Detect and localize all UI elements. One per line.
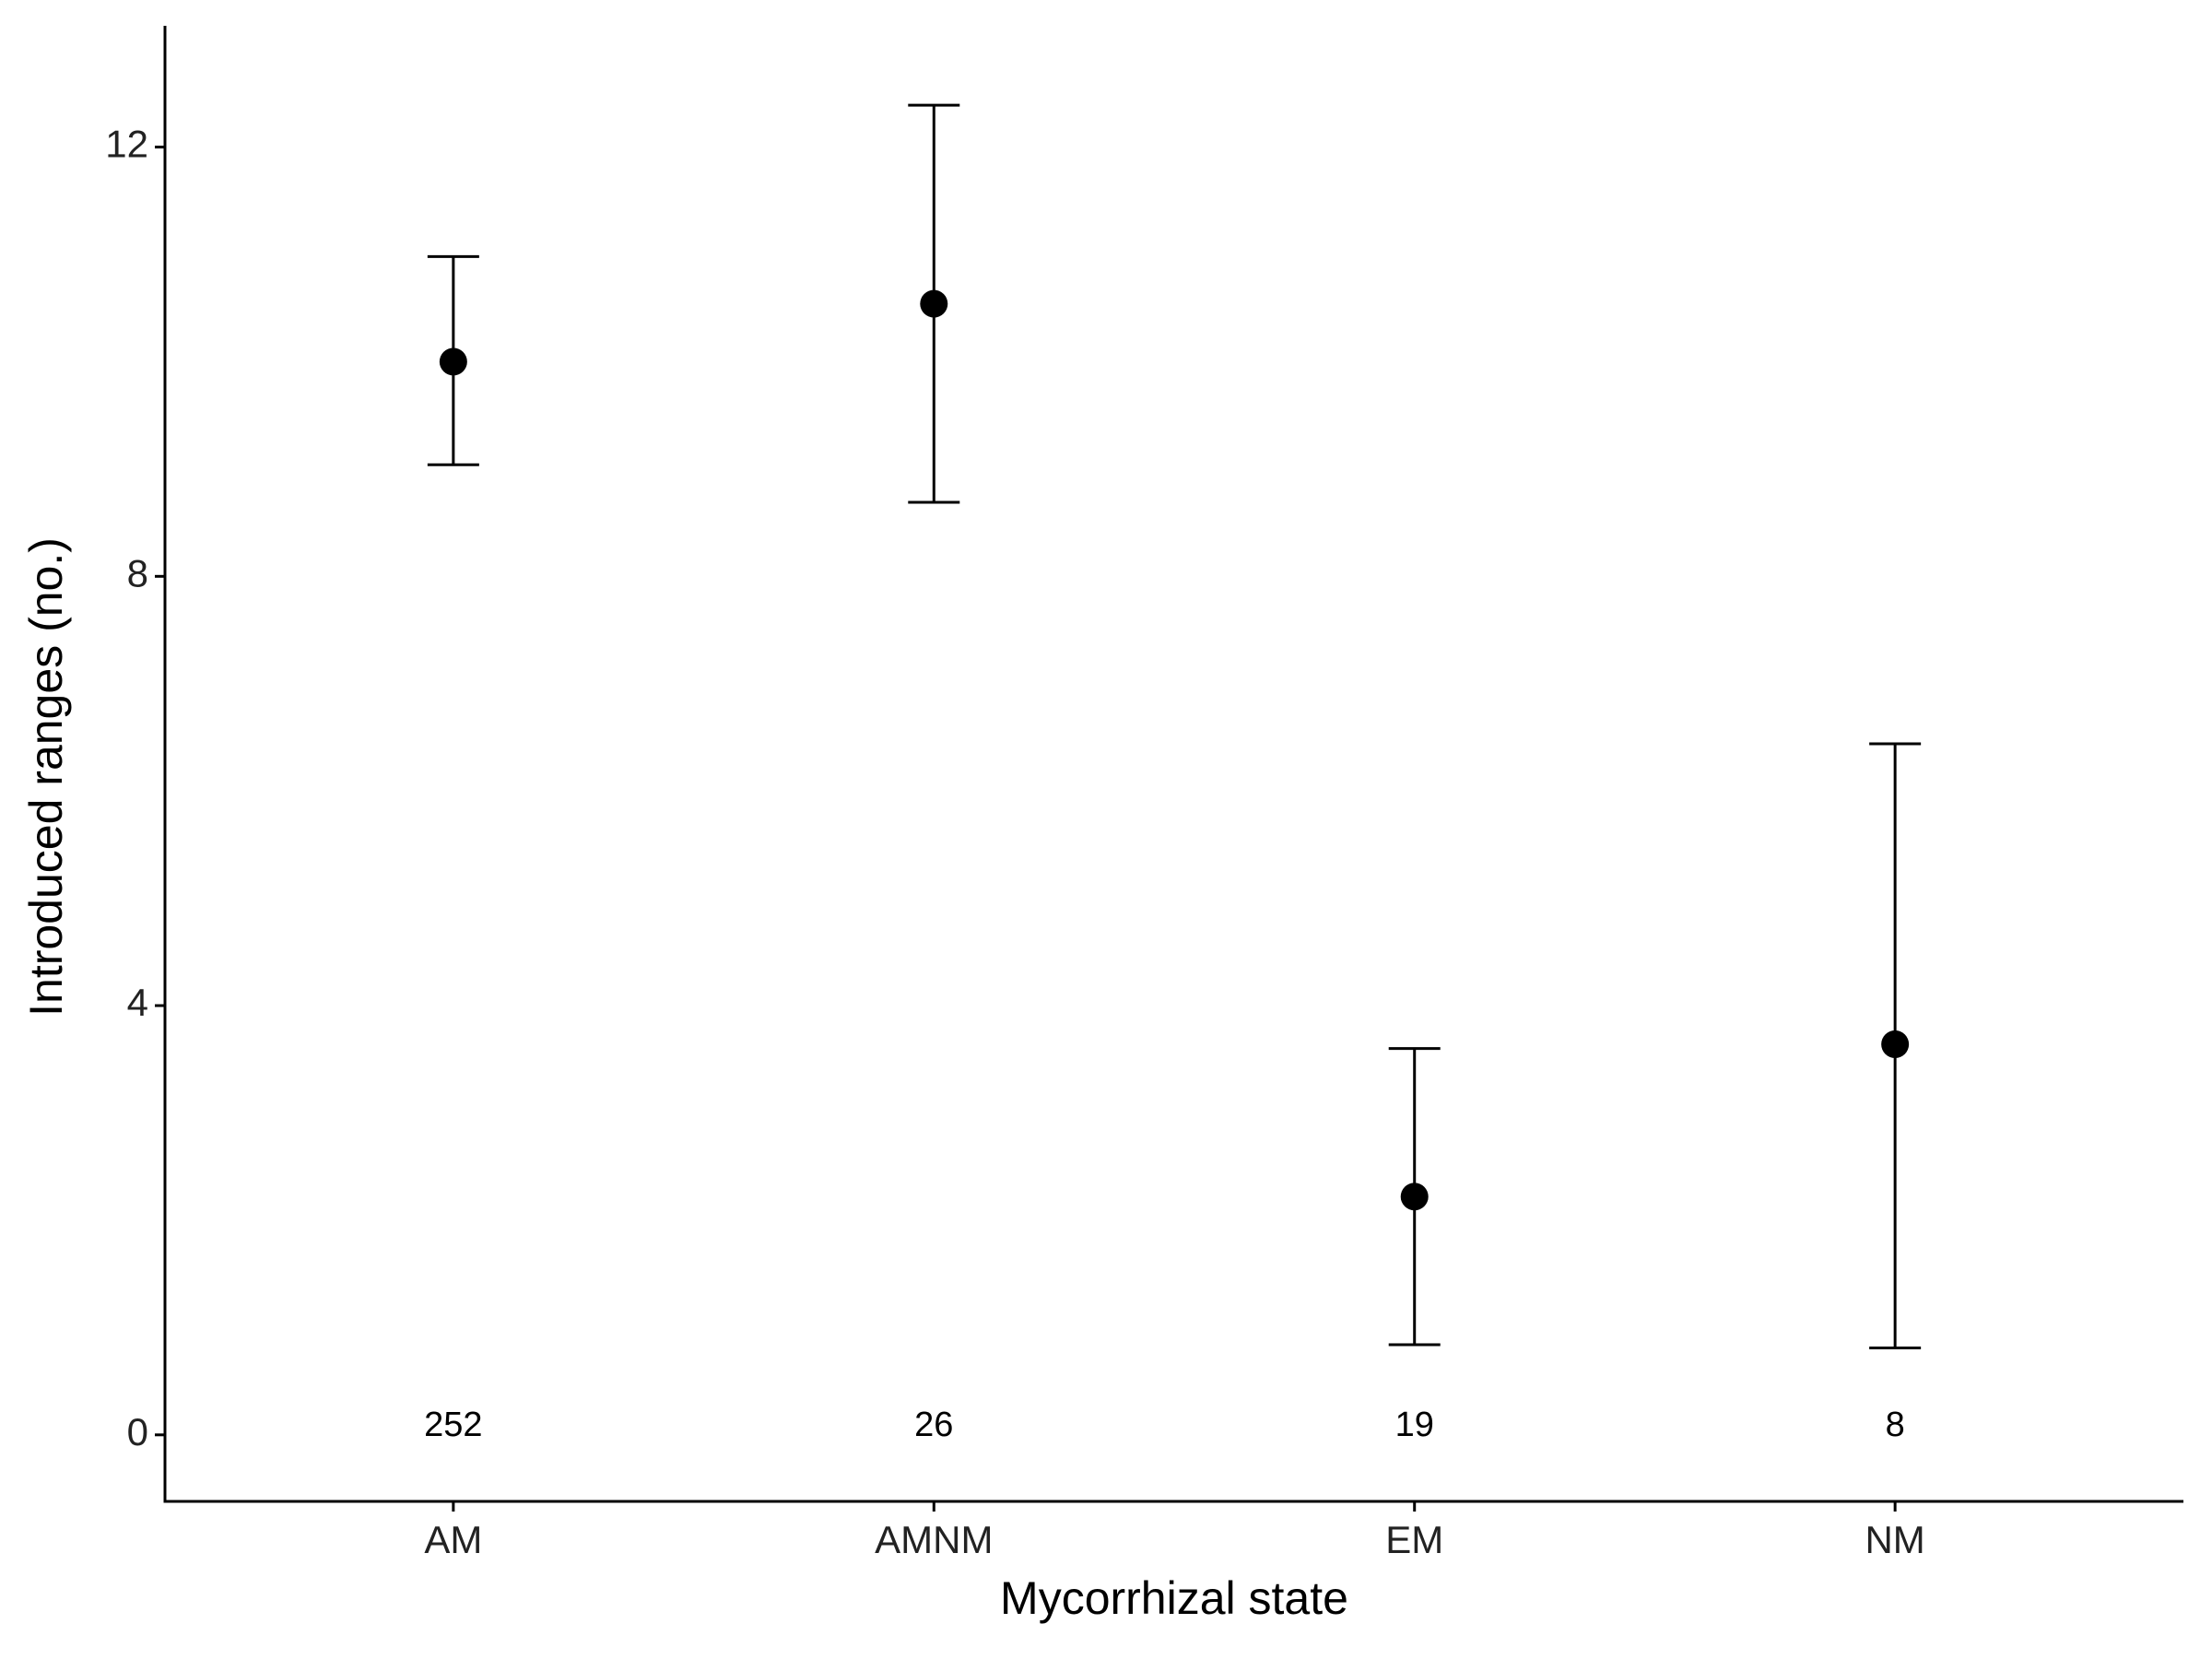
count-label: 8 xyxy=(1886,1406,1905,1444)
y-axis-title: Introduced ranges (no.) xyxy=(20,537,72,1017)
mean-point xyxy=(439,347,467,376)
x-tick-label: NM xyxy=(1865,1518,1924,1561)
y-tick-label: 8 xyxy=(127,551,148,594)
mean-point xyxy=(920,289,948,318)
x-tick-label: AM xyxy=(424,1518,482,1561)
x-axis-title: Mycorrhizal state xyxy=(1000,1572,1348,1624)
count-label: 19 xyxy=(1395,1406,1434,1444)
x-tick-label: AMNM xyxy=(875,1518,993,1561)
y-tick-label: 0 xyxy=(127,1410,148,1453)
count-label: 252 xyxy=(424,1406,482,1444)
x-tick-label: EM xyxy=(1385,1518,1443,1561)
mean-point xyxy=(1881,1030,1910,1058)
y-tick-label: 4 xyxy=(127,981,148,1024)
mean-point xyxy=(1400,1182,1429,1211)
count-label: 26 xyxy=(914,1406,953,1444)
y-tick-label: 12 xyxy=(105,123,148,166)
